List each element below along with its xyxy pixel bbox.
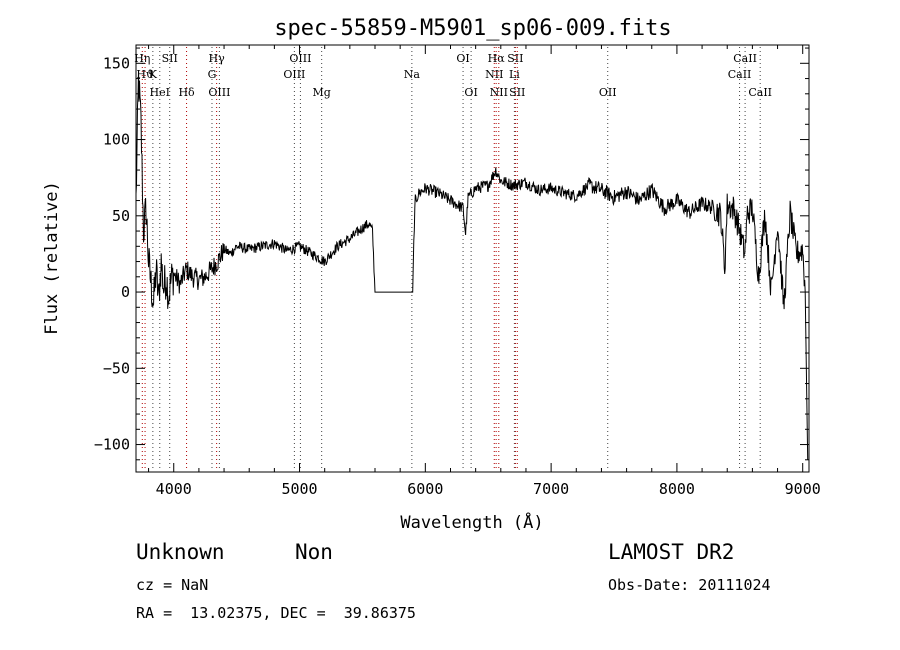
line-marker-label: OIII <box>283 68 305 81</box>
line-marker-label: G <box>208 68 217 81</box>
line-marker-label: OIII <box>289 52 311 65</box>
line-marker-label: CaII <box>748 86 772 99</box>
chart-title: spec-55859-M5901_sp06-009.fits <box>274 16 671 41</box>
y-tick-label: −50 <box>103 359 130 377</box>
subclass-label: Non <box>295 540 333 564</box>
line-marker-label: Hγ <box>209 52 226 65</box>
line-marker-label: OII <box>599 86 617 99</box>
x-tick-label: 4000 <box>156 480 192 498</box>
x-tick-label: 6000 <box>407 480 443 498</box>
x-tick-label: 8000 <box>659 480 695 498</box>
x-tick-label: 5000 <box>281 480 317 498</box>
redshift-text: cz = NaN <box>136 576 209 594</box>
line-marker-label: SII <box>507 52 523 65</box>
line-marker-label: SII <box>509 86 525 99</box>
obs-date-text: Obs-Date: 20111024 <box>608 576 771 594</box>
y-tick-label: 0 <box>121 283 130 301</box>
line-marker-label: NII <box>490 86 508 99</box>
line-marker-label: CaII <box>733 52 757 65</box>
line-marker-label: OIII <box>208 86 230 99</box>
line-marker-label: NII <box>485 68 503 81</box>
line-marker-label: Na <box>404 68 421 81</box>
coordinates-text: RA = 13.02375, DEC = 39.86375 <box>136 604 416 622</box>
line-marker-label: K <box>149 68 158 81</box>
line-marker-label: CaII <box>728 68 752 81</box>
line-marker-label: Hα <box>488 52 506 65</box>
spectrum-line <box>135 71 809 460</box>
survey-label: LAMOST DR2 <box>608 540 735 564</box>
y-tick-label: 100 <box>103 131 130 149</box>
x-tick-label: 9000 <box>785 480 821 498</box>
class-label: Unknown <box>136 540 225 564</box>
spectral-line-markers: Hη HϑK HeI SII Hδ G Hγ OIII OIII OIII Mg Na OI OI NII H… <box>134 47 772 471</box>
line-marker-label: OI <box>456 52 469 65</box>
line-marker-label: Hδ <box>178 86 195 99</box>
line-marker-label: OI <box>464 86 477 99</box>
plot-frame <box>135 44 810 473</box>
y-tick-label: −100 <box>94 436 130 454</box>
x-tick-label: 7000 <box>533 480 569 498</box>
line-marker-label: SII <box>162 52 178 65</box>
y-tick-label: 50 <box>112 207 130 225</box>
y-axis-label: Flux (relative) <box>42 181 62 335</box>
line-marker-label: Hη <box>134 52 150 65</box>
x-axis: 4000 5000 6000 7000 8000 9000 <box>148 45 821 498</box>
line-marker-label: Mg <box>313 86 331 99</box>
line-marker-label: Hϑ <box>136 68 154 81</box>
y-axis: −100 −50 0 50 100 150 <box>94 47 809 461</box>
line-marker-label: Li <box>509 68 520 81</box>
line-marker-label: HeI <box>150 86 170 99</box>
x-axis-label: Wavelength (Å) <box>400 511 543 533</box>
y-tick-label: 150 <box>103 54 130 72</box>
